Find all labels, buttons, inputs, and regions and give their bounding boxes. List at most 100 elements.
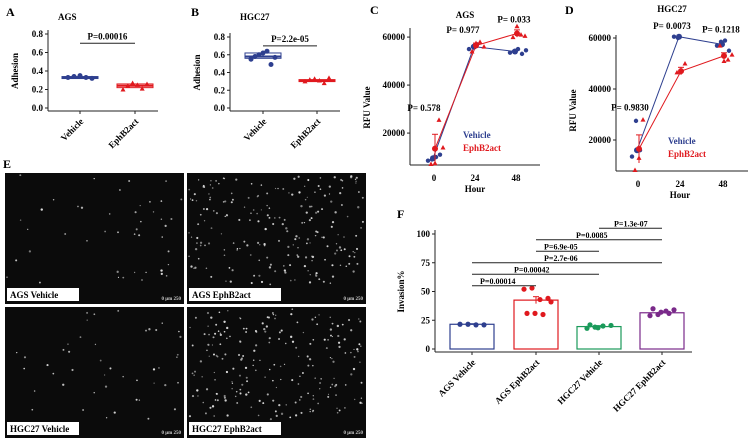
cell-dot <box>138 234 141 237</box>
y-tick-label: 40000 <box>383 80 406 90</box>
cell-dot <box>310 217 313 220</box>
cell-dot <box>117 276 120 278</box>
micrograph-image <box>5 307 184 438</box>
cell-dot <box>238 218 241 222</box>
cell-dot <box>199 244 202 247</box>
cell-dot <box>314 191 316 193</box>
micrograph-label: AGS Vehicle <box>10 290 58 300</box>
cell-dot <box>308 219 311 222</box>
cell-dot <box>196 242 198 244</box>
cell-dot <box>209 196 212 199</box>
cell-dot <box>235 178 238 181</box>
cell-dot <box>336 324 340 328</box>
cell-dot <box>347 318 351 322</box>
cell-dot <box>228 267 231 269</box>
cell-dot <box>288 192 290 194</box>
data-point <box>473 322 479 328</box>
cell-dot <box>291 340 295 343</box>
cell-dot <box>355 247 359 250</box>
cell-dot <box>285 342 287 345</box>
cell-dot <box>205 208 209 211</box>
cell-dot <box>268 341 271 344</box>
cell-dot <box>331 357 333 360</box>
cell-dot <box>311 318 314 321</box>
cell-dot <box>336 249 338 252</box>
cell-dot <box>213 415 215 417</box>
cell-dot <box>52 199 55 201</box>
cell-dot <box>195 200 198 202</box>
y-tick-label: 0.8 <box>32 29 44 39</box>
cell-dot <box>355 234 358 237</box>
cell-dot <box>94 343 97 346</box>
cell-dot <box>334 385 337 388</box>
cell-dot <box>264 376 266 378</box>
cell-dot <box>318 278 321 281</box>
cell-dot <box>257 220 260 223</box>
cell-dot <box>79 336 82 339</box>
cell-dot <box>28 250 32 253</box>
cell-dot <box>15 259 18 262</box>
cell-dot <box>319 177 322 179</box>
cell-dot <box>250 406 253 409</box>
cell-dot <box>263 243 266 246</box>
data-point <box>671 34 677 39</box>
cell-dot <box>349 176 353 179</box>
cell-dot <box>62 383 65 386</box>
cell-dot <box>108 213 111 215</box>
cell-dot <box>71 368 74 372</box>
data-point <box>481 322 487 328</box>
p-value: P= 0.578 <box>407 103 441 113</box>
cell-dot <box>294 414 298 417</box>
cell-dot <box>334 252 337 255</box>
y-tick-label: 0.6 <box>214 50 226 60</box>
cell-dot <box>309 408 312 411</box>
cell-dot <box>269 263 272 266</box>
cell-dot <box>239 340 242 343</box>
cell-dot <box>196 236 199 240</box>
cell-dot <box>331 383 334 386</box>
cell-dot <box>215 354 218 357</box>
p-value: P=0.00042 <box>514 265 549 274</box>
cell-dot <box>314 377 316 379</box>
cell-dot <box>361 220 364 223</box>
cell-dot <box>350 373 353 376</box>
cell-dot <box>289 335 293 339</box>
cell-dot <box>273 363 276 366</box>
cell-dot <box>241 383 244 386</box>
cell-dot <box>250 281 253 285</box>
cell-dot <box>117 309 120 312</box>
cell-dot <box>211 187 214 189</box>
cell-dot <box>209 198 211 201</box>
cell-dot <box>317 210 320 213</box>
cell-dot <box>329 356 332 359</box>
cell-dot <box>338 246 342 249</box>
y-tick-label: 50 <box>421 287 431 297</box>
cell-dot <box>283 218 286 221</box>
cell-dot <box>256 212 258 215</box>
cell-dot <box>86 311 89 314</box>
cell-dot <box>300 411 303 414</box>
cell-dot <box>194 247 198 251</box>
p-value: P= 0.033 <box>497 14 531 24</box>
cell-dot <box>303 185 306 188</box>
cell-dot <box>188 415 192 418</box>
cell-dot <box>196 389 199 392</box>
p-value: P=0.00016 <box>88 31 128 41</box>
data-point <box>532 310 538 316</box>
p-value: P= 0.977 <box>446 25 480 35</box>
cell-dot <box>329 334 332 337</box>
data-point <box>717 43 723 48</box>
data-point <box>518 32 524 37</box>
y-tick-label: 40000 <box>589 84 612 94</box>
cell-dot <box>193 267 195 269</box>
x-axis-label: Hour <box>670 190 691 200</box>
cell-dot <box>355 182 357 184</box>
cell-dot <box>330 200 333 203</box>
cell-dot <box>321 236 323 238</box>
cell-dot <box>208 355 210 357</box>
data-point <box>473 40 479 46</box>
cell-dot <box>254 330 257 333</box>
panel-letter-c: C <box>370 3 379 17</box>
cell-dot <box>344 407 346 409</box>
cell-dot <box>224 200 227 203</box>
